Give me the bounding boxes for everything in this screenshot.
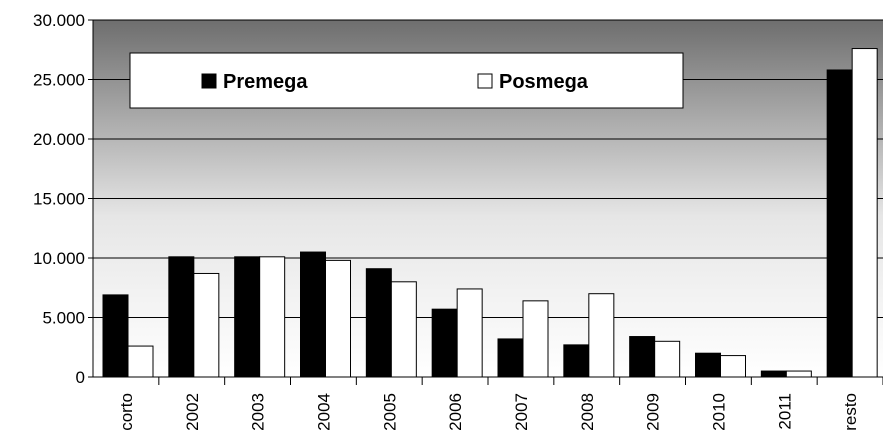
bar <box>259 256 286 378</box>
bar <box>826 69 853 378</box>
x-tick-label: 2002 <box>183 393 202 431</box>
bar <box>102 294 129 378</box>
bar <box>563 344 590 378</box>
bar <box>720 355 746 378</box>
x-tick-label: 2007 <box>512 393 531 431</box>
y-tick-label: 15.000 <box>33 190 85 209</box>
legend-label: Premega <box>223 71 308 93</box>
legend-label: Posmega <box>499 71 589 93</box>
bar <box>234 256 261 378</box>
bar <box>127 345 154 378</box>
y-tick-label: 0 <box>76 368 85 387</box>
x-tick-label: resto <box>841 393 860 431</box>
bar <box>654 340 681 378</box>
bar <box>588 293 615 378</box>
bar <box>300 251 326 378</box>
y-tick-label: 10.000 <box>33 249 85 268</box>
bar <box>325 259 351 378</box>
y-tick-label: 25.000 <box>33 71 85 90</box>
x-tick-label: 2005 <box>380 393 399 431</box>
x-tick-label: 2009 <box>644 393 663 431</box>
bar <box>390 281 417 378</box>
x-tick-label: 2008 <box>578 393 597 431</box>
x-tick-label: 2003 <box>249 393 268 431</box>
bar <box>851 48 878 378</box>
bar <box>431 308 458 378</box>
x-tick-label: corto <box>117 393 136 431</box>
bar <box>497 338 524 378</box>
legend-swatch <box>201 73 217 89</box>
y-tick-label: 20.000 <box>33 130 85 149</box>
bar <box>456 288 483 378</box>
bar <box>365 268 392 378</box>
bar <box>522 300 549 378</box>
y-tick-label: 30.000 <box>33 11 85 30</box>
bar <box>785 370 812 378</box>
x-tick-label: 2006 <box>446 393 465 431</box>
bar <box>193 272 220 378</box>
x-tick-label: 2011 <box>775 393 794 430</box>
bar <box>695 352 721 378</box>
legend-swatch <box>477 73 493 89</box>
bar <box>168 256 195 378</box>
x-tick-label: 2004 <box>314 393 333 431</box>
x-tick-label: 2010 <box>709 393 728 431</box>
bar <box>760 370 787 378</box>
bar <box>629 336 656 378</box>
y-tick-label: 5.000 <box>42 309 85 328</box>
legend <box>129 52 684 109</box>
